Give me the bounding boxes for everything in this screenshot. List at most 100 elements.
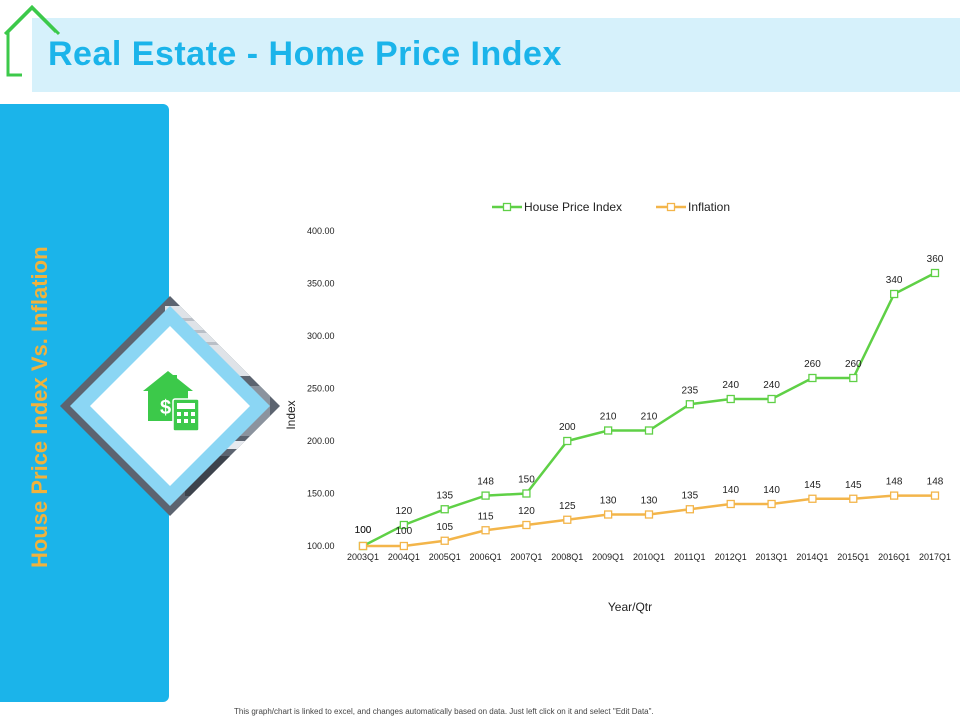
data-point xyxy=(603,426,613,435)
data-label: 235 xyxy=(682,385,699,396)
y-tick-label: 200.00 xyxy=(307,436,335,446)
y-tick-label: 100.00 xyxy=(307,541,335,551)
x-tick-label: 2011Q1 xyxy=(674,552,705,562)
svg-text:$: $ xyxy=(160,397,171,419)
data-point xyxy=(522,520,531,530)
data-point xyxy=(726,394,735,404)
chart-legend: House Price Index Inflation xyxy=(492,200,730,214)
data-label: 130 xyxy=(600,496,617,507)
x-tick-label: 2006Q1 xyxy=(470,552,502,562)
data-label: 240 xyxy=(722,380,739,391)
data-label: 240 xyxy=(763,380,780,391)
data-point xyxy=(644,426,654,435)
line-chart: House Price Index Inflation 100.00 150.00 2… xyxy=(284,200,951,614)
data-point xyxy=(685,505,695,514)
data-label: 200 xyxy=(559,422,576,433)
y-tick-label: 300.00 xyxy=(307,331,335,341)
data-label: 100 xyxy=(355,525,372,536)
data-point xyxy=(889,491,899,500)
data-point xyxy=(440,505,449,514)
data-point xyxy=(440,536,449,545)
x-tick-label: 2017Q1 xyxy=(919,552,951,562)
data-label: 260 xyxy=(845,359,862,370)
data-point xyxy=(930,268,940,278)
data-label: 100 xyxy=(396,526,413,537)
data-label: 360 xyxy=(927,254,944,265)
data-label: 120 xyxy=(518,506,535,517)
data-point xyxy=(808,494,817,503)
data-label: 210 xyxy=(600,412,617,423)
data-label: 260 xyxy=(804,359,821,370)
x-axis-title: Year/Qtr xyxy=(608,600,652,614)
data-label: 125 xyxy=(559,501,576,512)
y-tick-label: 250.00 xyxy=(307,384,335,394)
x-tick-label: 2013Q1 xyxy=(756,552,788,562)
footer-note: This graph/chart is linked to excel, and… xyxy=(234,707,654,716)
data-label: 115 xyxy=(478,511,494,522)
data-point xyxy=(767,394,776,404)
data-label: 105 xyxy=(436,522,453,533)
y-axis-ticks: 100.00 150.00 200.00 250.00 300.00 350.00 400.… xyxy=(307,226,335,551)
data-point xyxy=(603,510,613,519)
data-label: 120 xyxy=(396,506,413,517)
data-label: 135 xyxy=(682,490,699,501)
chart-series xyxy=(358,268,940,551)
diamond-graphic: $ xyxy=(60,296,280,516)
data-point xyxy=(563,515,572,524)
data-point xyxy=(849,494,858,503)
x-tick-label: 2012Q1 xyxy=(715,552,747,562)
legend-marker xyxy=(502,202,512,212)
legend-label: Inflation xyxy=(688,200,730,214)
house-outline-icon xyxy=(3,4,61,77)
y-tick-label: 400.00 xyxy=(307,226,335,236)
legend-marker xyxy=(666,202,676,212)
data-label: 130 xyxy=(641,496,658,507)
title-band xyxy=(32,18,960,92)
data-point xyxy=(685,400,695,409)
data-point xyxy=(399,541,409,551)
data-label: 135 xyxy=(436,490,453,501)
data-point xyxy=(563,436,572,446)
data-label: 340 xyxy=(886,275,903,286)
data-point xyxy=(481,526,490,535)
x-tick-label: 2005Q1 xyxy=(429,552,461,562)
data-label: 148 xyxy=(927,477,944,488)
data-point xyxy=(889,289,899,299)
data-labels: 100 120 135 148 150 200 210 210 235 240 240 260 260 3… xyxy=(355,254,944,537)
house-dollar-calculator-icon: $ xyxy=(143,371,200,432)
x-tick-label: 2008Q1 xyxy=(551,552,583,562)
data-point xyxy=(726,499,735,509)
x-tick-label: 2016Q1 xyxy=(878,552,910,562)
data-label: 100 xyxy=(355,525,372,536)
data-point xyxy=(522,489,531,498)
data-label: 145 xyxy=(804,480,821,491)
y-tick-label: 350.00 xyxy=(307,279,335,289)
data-point xyxy=(481,491,490,500)
data-label: 140 xyxy=(763,485,780,496)
data-point xyxy=(358,541,368,551)
data-label: 210 xyxy=(641,412,658,423)
data-label: 145 xyxy=(845,480,862,491)
x-tick-label: 2003Q1 xyxy=(347,552,379,562)
data-point xyxy=(808,373,817,383)
x-tick-label: 2004Q1 xyxy=(388,552,420,562)
y-axis-title: Index xyxy=(284,400,298,429)
legend-label: House Price Index xyxy=(524,200,622,214)
x-tick-label: 2009Q1 xyxy=(592,552,624,562)
x-tick-label: 2014Q1 xyxy=(796,552,828,562)
page-title: Real Estate - Home Price Index xyxy=(48,35,562,73)
data-label: 148 xyxy=(886,477,903,488)
x-tick-label: 2007Q1 xyxy=(510,552,542,562)
data-point xyxy=(644,510,654,519)
data-label: 148 xyxy=(477,477,494,488)
y-tick-label: 150.00 xyxy=(307,489,335,499)
data-point xyxy=(399,520,409,530)
x-tick-label: 2015Q1 xyxy=(837,552,869,562)
x-axis-ticks: 2003Q1 2004Q1 2005Q1 2006Q1 2007Q1 2008Q1 2009… xyxy=(347,552,951,562)
data-label: 150 xyxy=(518,475,535,486)
data-point xyxy=(767,499,776,509)
x-tick-label: 2010Q1 xyxy=(633,552,665,562)
data-label: 140 xyxy=(722,485,739,496)
data-point xyxy=(849,373,858,383)
data-point xyxy=(930,491,940,500)
